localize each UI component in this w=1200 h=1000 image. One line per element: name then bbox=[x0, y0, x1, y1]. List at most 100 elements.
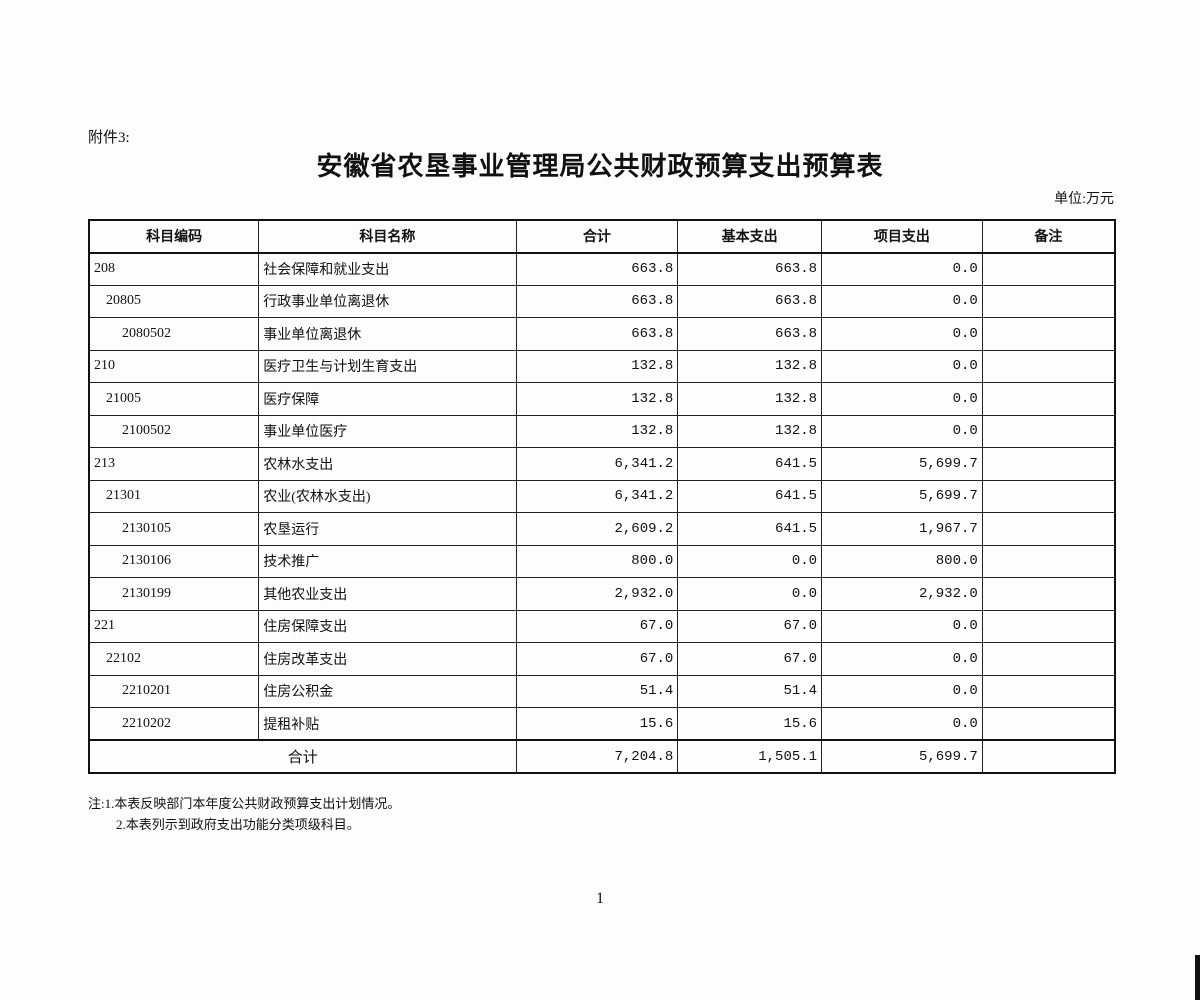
col-header-note: 备注 bbox=[981, 219, 1116, 254]
table-row: 221 住房保障支出 67.0 67.0 0.0 bbox=[88, 609, 1116, 643]
cell-basic: 663.8 bbox=[677, 317, 823, 351]
cell-name: 农垦运行 bbox=[258, 512, 517, 546]
cell-basic: 0.0 bbox=[677, 577, 823, 611]
cell-basic: 641.5 bbox=[677, 447, 823, 481]
cell-note bbox=[981, 544, 1116, 578]
cell-code: 21301 bbox=[88, 479, 260, 513]
cell-basic: 132.8 bbox=[677, 349, 823, 383]
table-row: 213 农林水支出 6,341.2 641.5 5,699.7 bbox=[88, 447, 1116, 481]
cell-name: 医疗保障 bbox=[258, 382, 517, 416]
cell-note bbox=[981, 382, 1116, 416]
col-header-project: 项目支出 bbox=[821, 219, 983, 254]
cell-code: 2100502 bbox=[88, 414, 260, 448]
cell-basic: 15.6 bbox=[677, 707, 823, 741]
cell-note bbox=[981, 707, 1116, 741]
table-row: 21005 医疗保障 132.8 132.8 0.0 bbox=[88, 382, 1116, 416]
cell-code: 213 bbox=[88, 447, 260, 481]
table-row: 208 社会保障和就业支出 663.8 663.8 0.0 bbox=[88, 252, 1116, 286]
cell-total: 6,341.2 bbox=[515, 447, 679, 481]
cell-project: 0.0 bbox=[821, 707, 983, 741]
cell-code: 221 bbox=[88, 609, 260, 643]
table-row: 2130105 农垦运行 2,609.2 641.5 1,967.7 bbox=[88, 512, 1116, 546]
total-project: 5,699.7 bbox=[821, 739, 983, 774]
cell-project: 5,699.7 bbox=[821, 447, 983, 481]
cell-total: 663.8 bbox=[515, 284, 679, 318]
cell-project: 0.0 bbox=[821, 349, 983, 383]
cell-project: 0.0 bbox=[821, 252, 983, 286]
cell-project: 0.0 bbox=[821, 674, 983, 708]
page-number: 1 bbox=[596, 890, 604, 907]
scan-edge-mark bbox=[1195, 955, 1200, 1000]
cell-basic: 51.4 bbox=[677, 674, 823, 708]
cell-name: 事业单位医疗 bbox=[258, 414, 517, 448]
cell-name: 社会保障和就业支出 bbox=[258, 252, 517, 286]
cell-note bbox=[981, 642, 1116, 676]
cell-code: 2080502 bbox=[88, 317, 260, 351]
cell-total: 15.6 bbox=[515, 707, 679, 741]
cell-note bbox=[981, 284, 1116, 318]
cell-project: 1,967.7 bbox=[821, 512, 983, 546]
total-label: 合计 bbox=[88, 739, 517, 774]
cell-code: 21005 bbox=[88, 382, 260, 416]
cell-name: 行政事业单位离退休 bbox=[258, 284, 517, 318]
cell-total: 800.0 bbox=[515, 544, 679, 578]
cell-name: 农林水支出 bbox=[258, 447, 517, 481]
cell-total: 663.8 bbox=[515, 317, 679, 351]
cell-project: 0.0 bbox=[821, 317, 983, 351]
table-row: 2210201 住房公积金 51.4 51.4 0.0 bbox=[88, 674, 1116, 708]
cell-total: 51.4 bbox=[515, 674, 679, 708]
cell-project: 0.0 bbox=[821, 414, 983, 448]
cell-code: 208 bbox=[88, 252, 260, 286]
cell-name: 住房公积金 bbox=[258, 674, 517, 708]
cell-basic: 67.0 bbox=[677, 642, 823, 676]
cell-project: 0.0 bbox=[821, 284, 983, 318]
cell-code: 20805 bbox=[88, 284, 260, 318]
note-2: 2.本表列示到政府支出功能分类项级科目。 bbox=[116, 817, 360, 832]
cell-basic: 132.8 bbox=[677, 414, 823, 448]
cell-note bbox=[981, 512, 1116, 546]
cell-note bbox=[981, 609, 1116, 643]
cell-total: 663.8 bbox=[515, 252, 679, 286]
cell-note bbox=[981, 317, 1116, 351]
cell-note bbox=[981, 674, 1116, 708]
cell-code: 2210201 bbox=[88, 674, 260, 708]
cell-basic: 641.5 bbox=[677, 479, 823, 513]
col-header-basic: 基本支出 bbox=[677, 219, 823, 254]
cell-note bbox=[981, 349, 1116, 383]
table-row: 2210202 提租补贴 15.6 15.6 0.0 bbox=[88, 707, 1116, 741]
table-row: 2130199 其他农业支出 2,932.0 0.0 2,932.0 bbox=[88, 577, 1116, 611]
table-row: 21301 农业(农林水支出) 6,341.2 641.5 5,699.7 bbox=[88, 479, 1116, 513]
cell-code: 2130199 bbox=[88, 577, 260, 611]
cell-note bbox=[981, 414, 1116, 448]
page-title: 安徽省农垦事业管理局公共财政预算支出预算表 bbox=[316, 152, 884, 181]
cell-code: 2130106 bbox=[88, 544, 260, 578]
cell-code: 2210202 bbox=[88, 707, 260, 741]
cell-note bbox=[981, 577, 1116, 611]
cell-total: 132.8 bbox=[515, 382, 679, 416]
total-amount: 7,204.8 bbox=[515, 739, 679, 774]
cell-total: 2,609.2 bbox=[515, 512, 679, 546]
cell-note bbox=[981, 252, 1116, 286]
cell-basic: 663.8 bbox=[677, 252, 823, 286]
col-header-code: 科目编码 bbox=[88, 219, 260, 254]
table-header: 科目编码 科目名称 合计 基本支出 项目支出 备注 bbox=[88, 219, 1116, 254]
cell-code: 210 bbox=[88, 349, 260, 383]
unit-label: 单位:万元 bbox=[1054, 192, 1114, 207]
cell-project: 0.0 bbox=[821, 642, 983, 676]
cell-total: 2,932.0 bbox=[515, 577, 679, 611]
cell-name: 技术推广 bbox=[258, 544, 517, 578]
cell-total: 67.0 bbox=[515, 609, 679, 643]
cell-name: 农业(农林水支出) bbox=[258, 479, 517, 513]
cell-total: 132.8 bbox=[515, 349, 679, 383]
cell-total: 6,341.2 bbox=[515, 479, 679, 513]
cell-name: 其他农业支出 bbox=[258, 577, 517, 611]
cell-project: 5,699.7 bbox=[821, 479, 983, 513]
cell-code: 2130105 bbox=[88, 512, 260, 546]
table-row: 2130106 技术推广 800.0 0.0 800.0 bbox=[88, 544, 1116, 578]
notes: 注:1.本表反映部门本年度公共财政预算支出计划情况。 2.本表列示到政府支出功能… bbox=[88, 793, 400, 835]
table-row: 2100502 事业单位医疗 132.8 132.8 0.0 bbox=[88, 414, 1116, 448]
table-row: 2080502 事业单位离退休 663.8 663.8 0.0 bbox=[88, 317, 1116, 351]
cell-project: 2,932.0 bbox=[821, 577, 983, 611]
table-row: 210 医疗卫生与计划生育支出 132.8 132.8 0.0 bbox=[88, 349, 1116, 383]
table-row: 22102 住房改革支出 67.0 67.0 0.0 bbox=[88, 642, 1116, 676]
